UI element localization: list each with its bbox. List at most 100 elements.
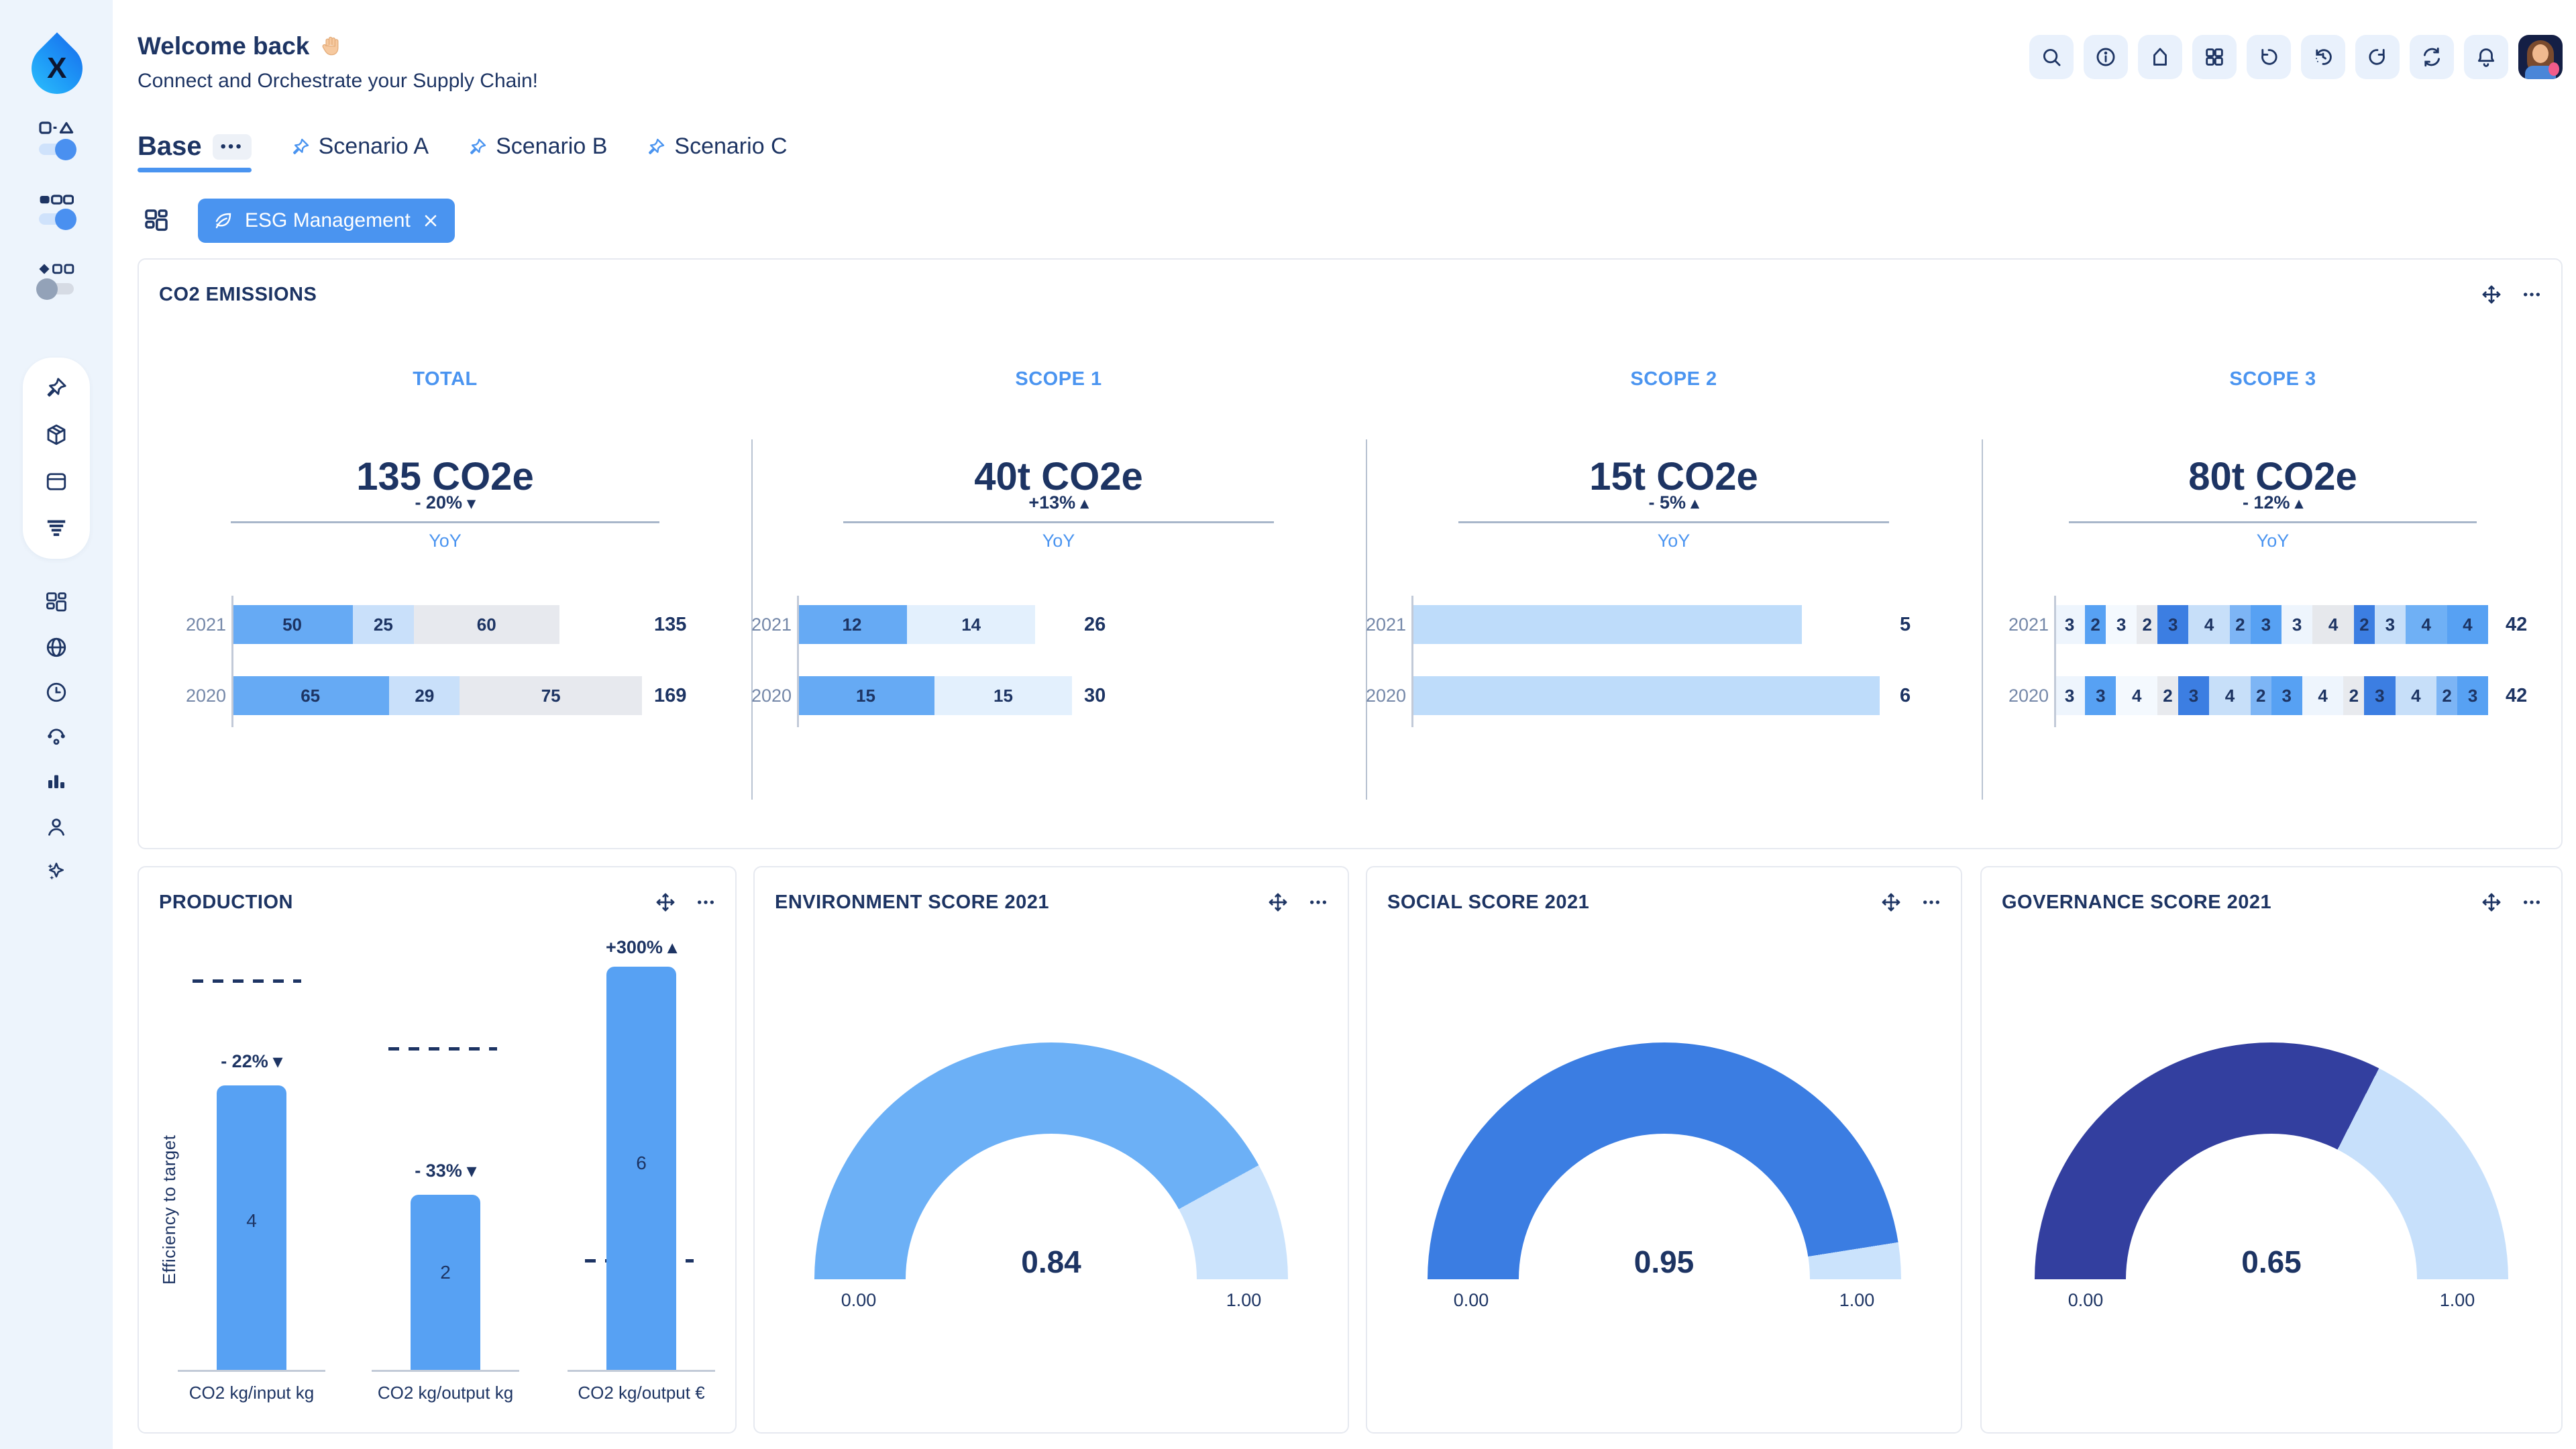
bar-value: 6: [636, 1152, 647, 1173]
pin-icon: [292, 138, 309, 154]
x-axis-label: CO2 kg/input kg: [189, 1383, 315, 1403]
row-total: 6: [1900, 684, 1911, 706]
globe-icon[interactable]: [44, 635, 68, 659]
notifications-button[interactable]: [2464, 35, 2508, 79]
apps-button[interactable]: [2192, 35, 2237, 79]
target-line: [388, 1047, 497, 1051]
bar-segment: [1411, 676, 1880, 715]
leaf-icon: [215, 213, 231, 229]
bar-chart-icon[interactable]: [44, 770, 68, 794]
clock-icon[interactable]: [44, 680, 68, 704]
kpi-value: 40t CO2e: [974, 455, 1143, 498]
dashboard-icon[interactable]: [44, 590, 68, 614]
bar-row: 2020 6: [1366, 676, 1911, 715]
bar-segment: 3: [2054, 605, 2086, 644]
divider: [230, 521, 660, 523]
move-icon[interactable]: [1267, 892, 1289, 913]
row-total: 26: [1084, 613, 1106, 635]
funnel-icon[interactable]: [44, 517, 68, 541]
esg-management-chip[interactable]: ESG Management: [198, 199, 455, 243]
close-icon[interactable]: [421, 211, 440, 230]
trend-arrow-icon: ▴: [667, 937, 677, 957]
sparkles-icon[interactable]: [44, 860, 68, 884]
layout-grid-icon[interactable]: [143, 207, 170, 234]
move-icon[interactable]: [655, 892, 676, 913]
page-header: Welcome back Connect and Orchestrate you…: [138, 32, 538, 93]
kpi-value: 80t CO2e: [2188, 455, 2357, 498]
bar-segment: 3: [2085, 676, 2116, 715]
tab-scenario-c[interactable]: Scenario C: [646, 133, 788, 170]
tab-base[interactable]: Base •••: [138, 131, 252, 172]
toggle-diamond[interactable]: [36, 278, 74, 300]
sync-button[interactable]: [2410, 35, 2454, 79]
more-icon[interactable]: [1307, 892, 1329, 913]
scenario-tabs: Base ••• Scenario A Scenario B Scenario …: [138, 131, 788, 172]
yoy-label: YoY: [1657, 531, 1690, 551]
kpi-delta: - 5% ▴: [1648, 492, 1699, 513]
bar-segment: 3: [2374, 605, 2406, 644]
history-button[interactable]: [2301, 35, 2345, 79]
divider: [2069, 521, 2477, 523]
search-button[interactable]: [2029, 35, 2074, 79]
bar-delta: +300% ▴: [606, 937, 677, 957]
bar-segment: 4: [2116, 676, 2158, 715]
more-icon[interactable]: [2521, 284, 2542, 305]
environment-score-panel: ENVIRONMENT SCORE 2021 0.84 0.00 1.00: [753, 866, 1349, 1434]
kpi-delta: +13% ▴: [1028, 492, 1089, 513]
gauge-max-label: 1.00: [2439, 1290, 2475, 1310]
panel-title: PRODUCTION: [159, 892, 293, 913]
history-icon: [2316, 49, 2332, 65]
bar-segment: 4: [2302, 676, 2344, 715]
bar-segment: 3: [2157, 605, 2189, 644]
move-icon[interactable]: [2481, 892, 2502, 913]
toggle-shapes[interactable]: [39, 138, 76, 160]
trend-arrow-icon: ▾: [467, 494, 476, 513]
undo-button[interactable]: [2247, 35, 2291, 79]
package-icon[interactable]: [44, 423, 68, 447]
tab-menu-button[interactable]: •••: [212, 133, 252, 160]
stacked-bar-chart: 2021 50 25 60 135 2020 65 29 75 169: [186, 596, 686, 747]
more-icon[interactable]: [1921, 892, 1942, 913]
pin-icon[interactable]: [44, 376, 68, 400]
home-button[interactable]: [2138, 35, 2182, 79]
column-divider: [1982, 439, 1983, 800]
column-header: SCOPE 1: [1015, 368, 1102, 390]
bar-segment: 3: [2457, 676, 2489, 715]
toggle-rows[interactable]: [39, 208, 76, 230]
page-title: Welcome back: [138, 32, 310, 60]
row-total: 42: [2506, 684, 2528, 706]
co2-column-scope3: SCOPE 3 80t CO2e - 12% ▴ YoY 2021 3 2 3 2 3 4 2…: [1982, 260, 2564, 848]
move-icon[interactable]: [1880, 892, 1902, 913]
bar-row: 2020 3 3 4 2 3 4 2 3 4 2 3 4 2 3 42: [2008, 676, 2527, 715]
column-header: SCOPE 2: [1630, 368, 1717, 390]
yoy-label: YoY: [1042, 531, 1075, 551]
share-nodes-icon[interactable]: [44, 725, 68, 749]
bar-segment: 2: [2157, 676, 2178, 715]
move-icon[interactable]: [2481, 284, 2502, 305]
row-total: 5: [1900, 613, 1911, 635]
gauge-chart: 0.95: [1427, 1042, 1901, 1280]
bar-row: 2021 50 25 60 135: [186, 605, 686, 644]
app-logo[interactable]: X: [21, 32, 93, 105]
bar-segment: 2: [2137, 605, 2158, 644]
gauge-chart: 0.84: [814, 1042, 1288, 1280]
bar-value: 4: [246, 1210, 257, 1231]
baseline: [178, 1370, 325, 1372]
production-bar: 2: [411, 1195, 480, 1370]
avatar[interactable]: [2518, 35, 2563, 79]
undo-icon: [2261, 48, 2277, 65]
pinned-tools: [23, 358, 90, 559]
browser-icon[interactable]: [44, 470, 68, 494]
pin-icon: [470, 138, 486, 154]
tab-scenario-b[interactable]: Scenario B: [468, 133, 607, 170]
user-icon[interactable]: [44, 815, 68, 839]
more-icon[interactable]: [2521, 892, 2542, 913]
tab-scenario-a[interactable]: Scenario A: [290, 133, 429, 170]
info-button[interactable]: [2084, 35, 2128, 79]
more-icon[interactable]: [695, 892, 716, 913]
production-bar: 4: [217, 1085, 286, 1370]
panel-title: SOCIAL SCORE 2021: [1387, 892, 1590, 913]
redo-button[interactable]: [2355, 35, 2400, 79]
bar-row: 2021 5: [1366, 605, 1911, 644]
bar-segment: 2: [2250, 676, 2271, 715]
